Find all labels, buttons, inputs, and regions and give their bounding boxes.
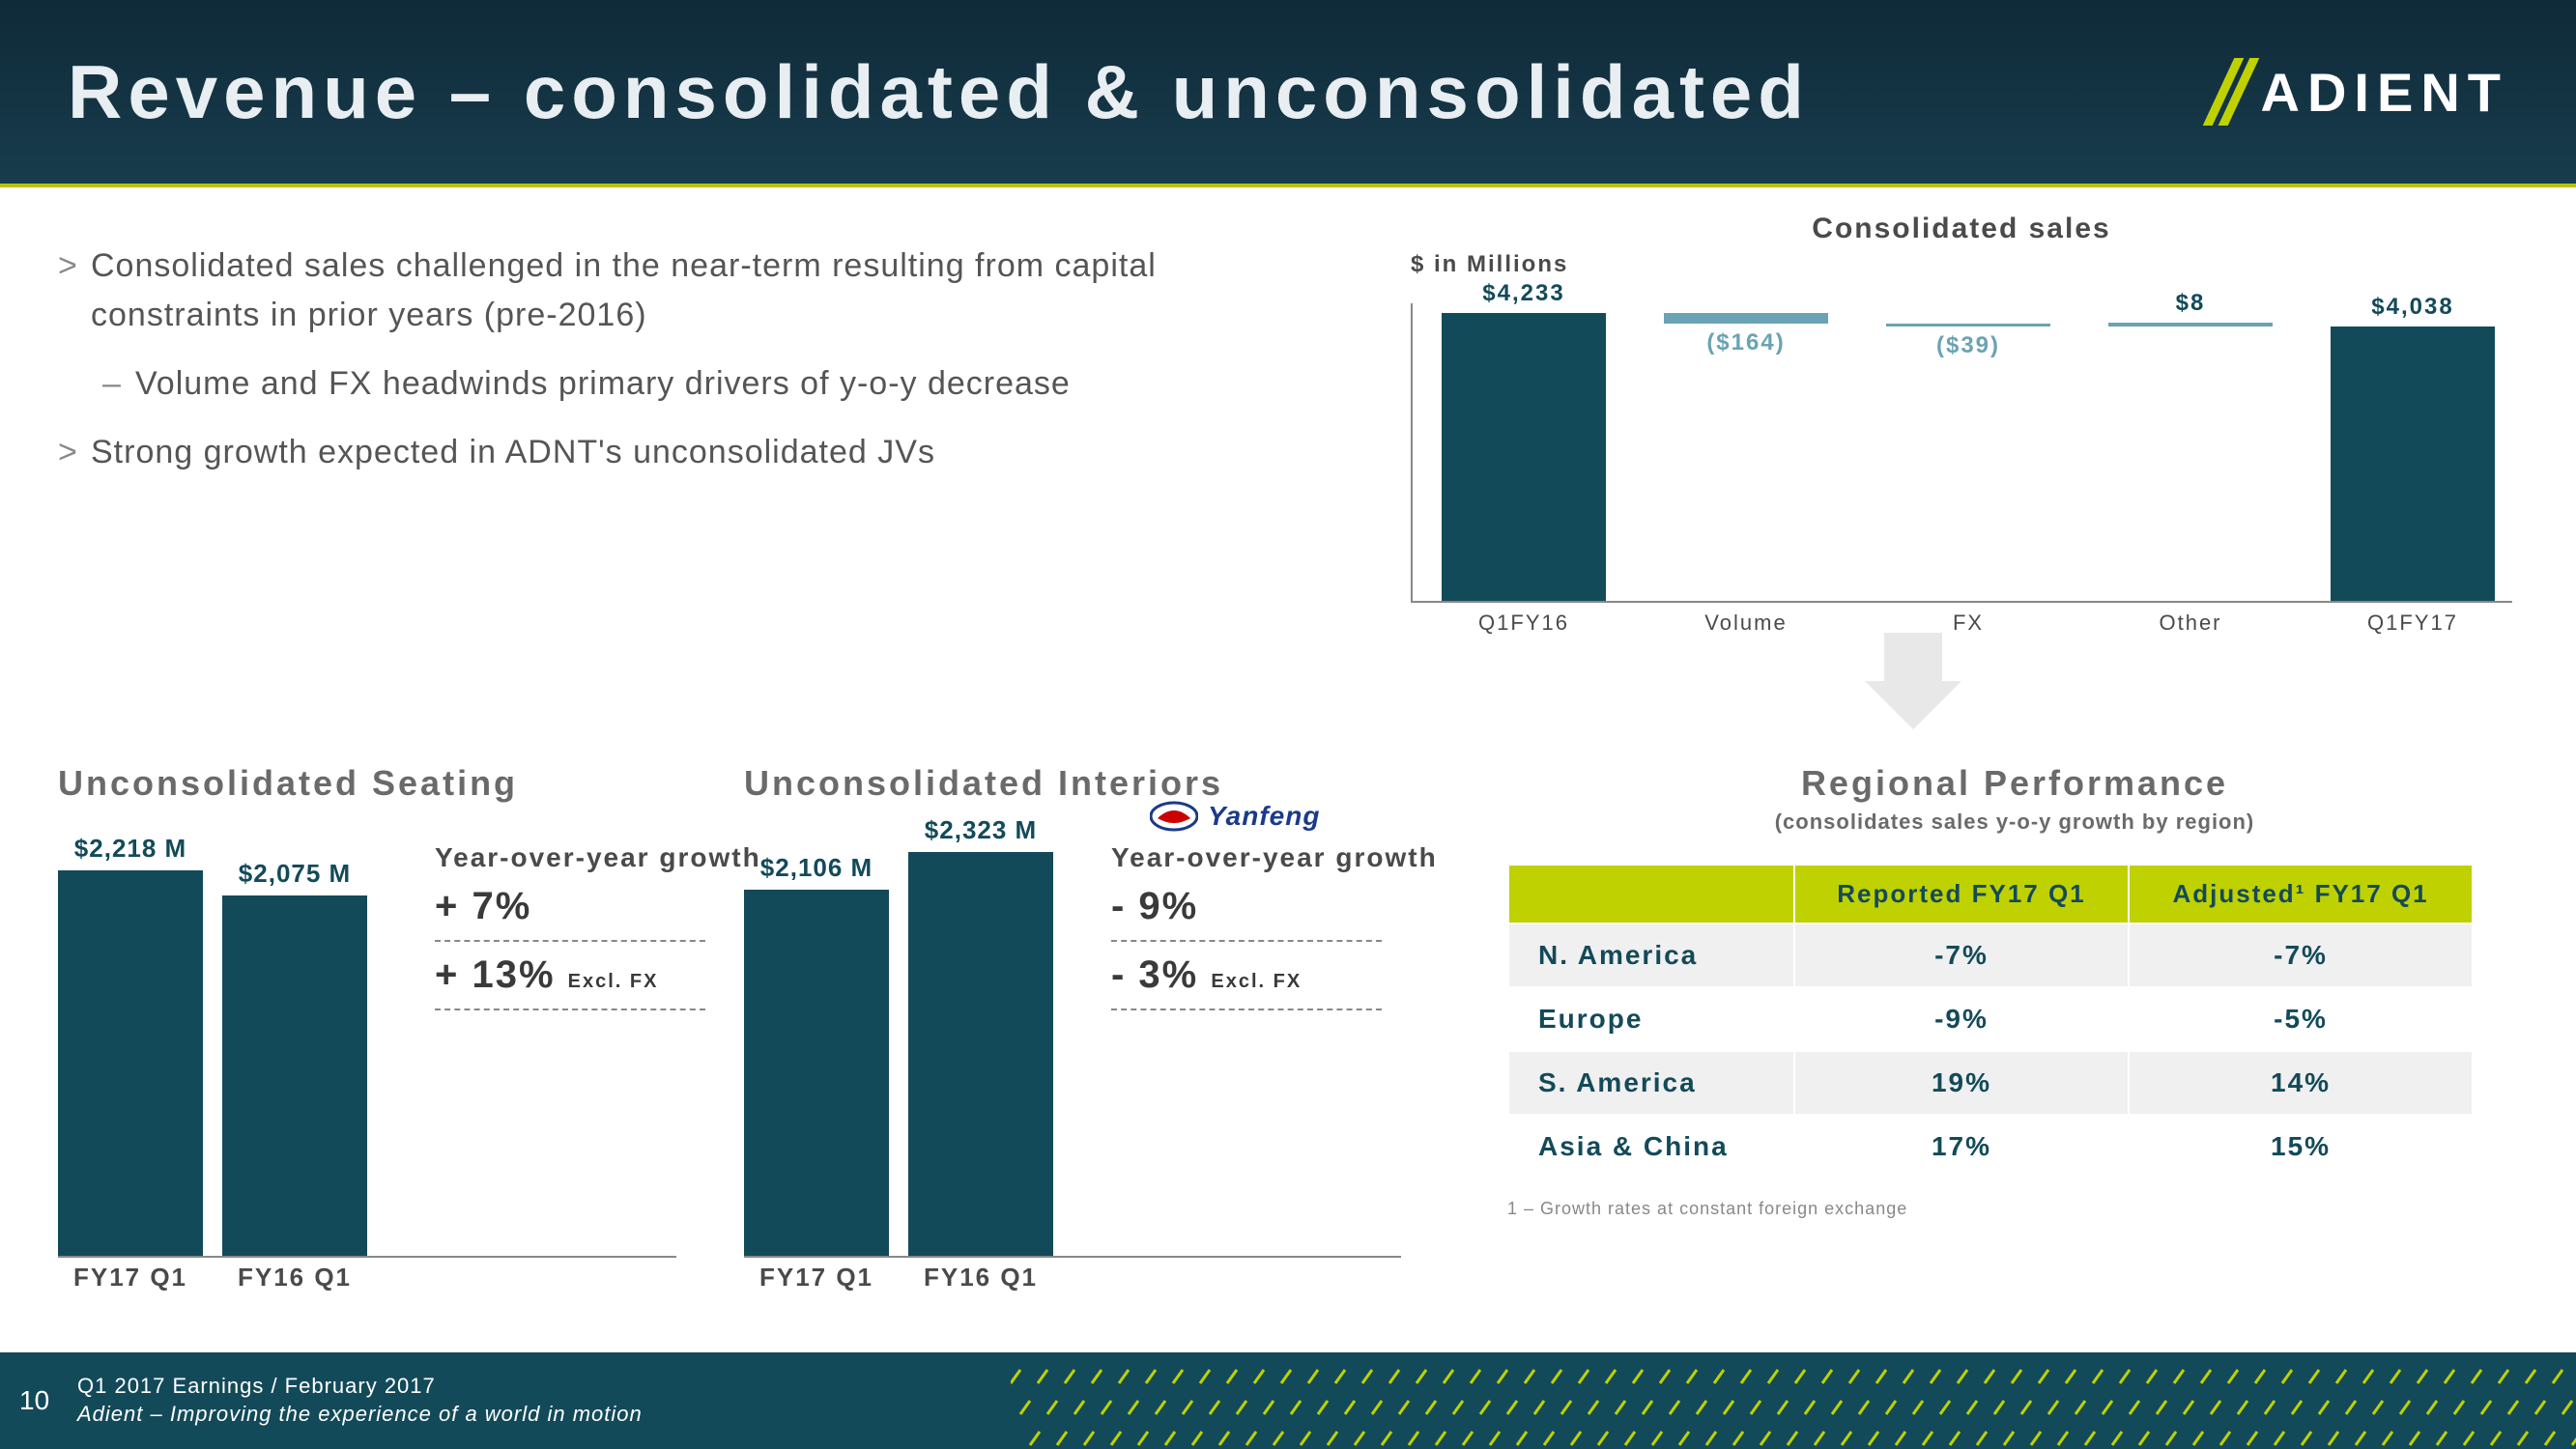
bar-label: $2,106 M [744, 853, 889, 883]
interiors-yoy-ex-suffix: Excl. FX [1211, 971, 1302, 992]
waterfall-xlabel: Other [2108, 611, 2273, 636]
th-reported: Reported FY17 Q1 [1794, 865, 2129, 923]
th-blank [1508, 865, 1794, 923]
table-row: S. America19%14% [1508, 1051, 2473, 1115]
waterfall-bar: $4,038 [2331, 327, 2495, 601]
divider [435, 940, 705, 942]
bullet-2: Strong growth expected in ADNT's unconso… [58, 428, 1314, 477]
cell-region: N. America [1508, 923, 1794, 987]
down-arrow-icon [1865, 633, 1961, 729]
bullet-block: Consolidated sales challenged in the nea… [58, 242, 1314, 497]
waterfall-bar: ($164) [1664, 313, 1828, 325]
regional-title: Regional Performance [1507, 763, 2522, 804]
bar-label: $2,218 M [58, 834, 203, 864]
bar-xlabel: FY17 Q1 [58, 1263, 203, 1293]
seating-yoy: Year-over-year growth + 7% + 13% Excl. F… [435, 840, 783, 1022]
cell-region: Asia & China [1508, 1115, 1794, 1179]
regional-table: Reported FY17 Q1 Adjusted¹ FY17 Q1 N. Am… [1507, 864, 2474, 1179]
bar: $2,218 MFY17 Q1 [58, 870, 203, 1256]
th-adjusted: Adjusted¹ FY17 Q1 [2129, 865, 2473, 923]
waterfall-bar: $8 [2108, 323, 2273, 327]
waterfall-bar: ($39) [1886, 324, 2050, 327]
page-number: 10 [19, 1385, 77, 1416]
bar-xlabel: FY17 Q1 [744, 1263, 889, 1293]
cell-adjusted: 15% [2129, 1115, 2473, 1179]
brand-logo: ADIENT [2218, 58, 2508, 126]
bullet-1: Consolidated sales challenged in the nea… [58, 242, 1314, 340]
cell-region: Europe [1508, 987, 1794, 1051]
logo-text: ADIENT [2261, 61, 2508, 124]
waterfall-plot: $4,233Q1FY16($164)Volume($39)FX$8Other$4… [1411, 303, 2512, 603]
cell-reported: -7% [1794, 923, 2129, 987]
seating-yoy-ex: + 13% [435, 953, 556, 996]
slide-footer: 10 Q1 2017 Earnings / February 2017 Adie… [0, 1352, 2576, 1449]
regional-section: Regional Performance (consolidates sales… [1507, 763, 2522, 1219]
cell-region: S. America [1508, 1051, 1794, 1115]
footer-line1: Q1 2017 Earnings / February 2017 [77, 1373, 643, 1401]
table-row: Asia & China17%15% [1508, 1115, 2473, 1179]
cell-reported: 17% [1794, 1115, 2129, 1179]
footer-text: Q1 2017 Earnings / February 2017 Adient … [77, 1373, 643, 1428]
seating-yoy-exfx: + 13% Excl. FX [435, 953, 783, 997]
bar: $2,075 MFY16 Q1 [222, 895, 367, 1257]
bar-label: $2,323 M [908, 815, 1053, 845]
cell-adjusted: -7% [2129, 923, 2473, 987]
divider [1111, 940, 1382, 942]
bar-xlabel: FY16 Q1 [908, 1263, 1053, 1293]
slide: Revenue – consolidated & unconsolidated … [0, 0, 2576, 1449]
waterfall-unit: $ in Millions [1411, 251, 1568, 278]
cell-reported: -9% [1794, 987, 2129, 1051]
divider [435, 1009, 705, 1010]
table-row: Europe-9%-5% [1508, 987, 2473, 1051]
bar: $2,323 MFY16 Q1 [908, 852, 1053, 1256]
interiors-yoy-exfx: - 3% Excl. FX [1111, 953, 1459, 997]
waterfall-title: Consolidated sales [1411, 213, 2512, 245]
waterfall-bar: $4,233 [1442, 313, 1606, 601]
regional-footnote: 1 – Growth rates at constant foreign exc… [1507, 1199, 2522, 1219]
interiors-yoy-heading: Year-over-year growth [1111, 840, 1459, 875]
divider [1111, 1009, 1382, 1010]
logo-slash-icon [2218, 58, 2247, 126]
interiors-yoy-main: - 9% [1111, 885, 1459, 928]
cell-reported: 19% [1794, 1051, 2129, 1115]
yanfeng-brand: Yanfeng [1150, 797, 1320, 836]
footer-pattern [1011, 1352, 2576, 1449]
seating-yoy-ex-suffix: Excl. FX [568, 971, 659, 992]
table-row: N. America-7%-7% [1508, 923, 2473, 987]
slide-header: Revenue – consolidated & unconsolidated … [0, 0, 2576, 184]
bar: $2,106 MFY17 Q1 [744, 890, 889, 1256]
footer-line2: Adient – Improving the experience of a w… [77, 1401, 643, 1429]
interiors-yoy-ex: - 3% [1111, 953, 1198, 996]
regional-subtitle: (consolidates sales y-o-y growth by regi… [1507, 810, 2522, 835]
seating-yoy-main: + 7% [435, 885, 783, 928]
waterfall-xlabel: Q1FY16 [1442, 611, 1606, 636]
waterfall-xlabel: Q1FY17 [2331, 611, 2495, 636]
cell-adjusted: 14% [2129, 1051, 2473, 1115]
bar-label: $2,075 M [222, 859, 367, 889]
interiors-yoy: Year-over-year growth - 9% - 3% Excl. FX [1111, 840, 1459, 1022]
yanfeng-text: Yanfeng [1208, 801, 1320, 832]
waterfall-xlabel: Volume [1664, 611, 1828, 636]
slide-title: Revenue – consolidated & unconsolidated [68, 48, 1810, 136]
bullet-1-sub: Volume and FX headwinds primary drivers … [58, 359, 1314, 409]
cell-adjusted: -5% [2129, 987, 2473, 1051]
waterfall-chart: Consolidated sales $ in Millions $4,233Q… [1411, 213, 2512, 603]
seating-title: Unconsolidated Seating [58, 763, 676, 804]
yanfeng-icon [1150, 797, 1198, 836]
seating-yoy-heading: Year-over-year growth [435, 840, 783, 875]
bar-xlabel: FY16 Q1 [222, 1263, 367, 1293]
